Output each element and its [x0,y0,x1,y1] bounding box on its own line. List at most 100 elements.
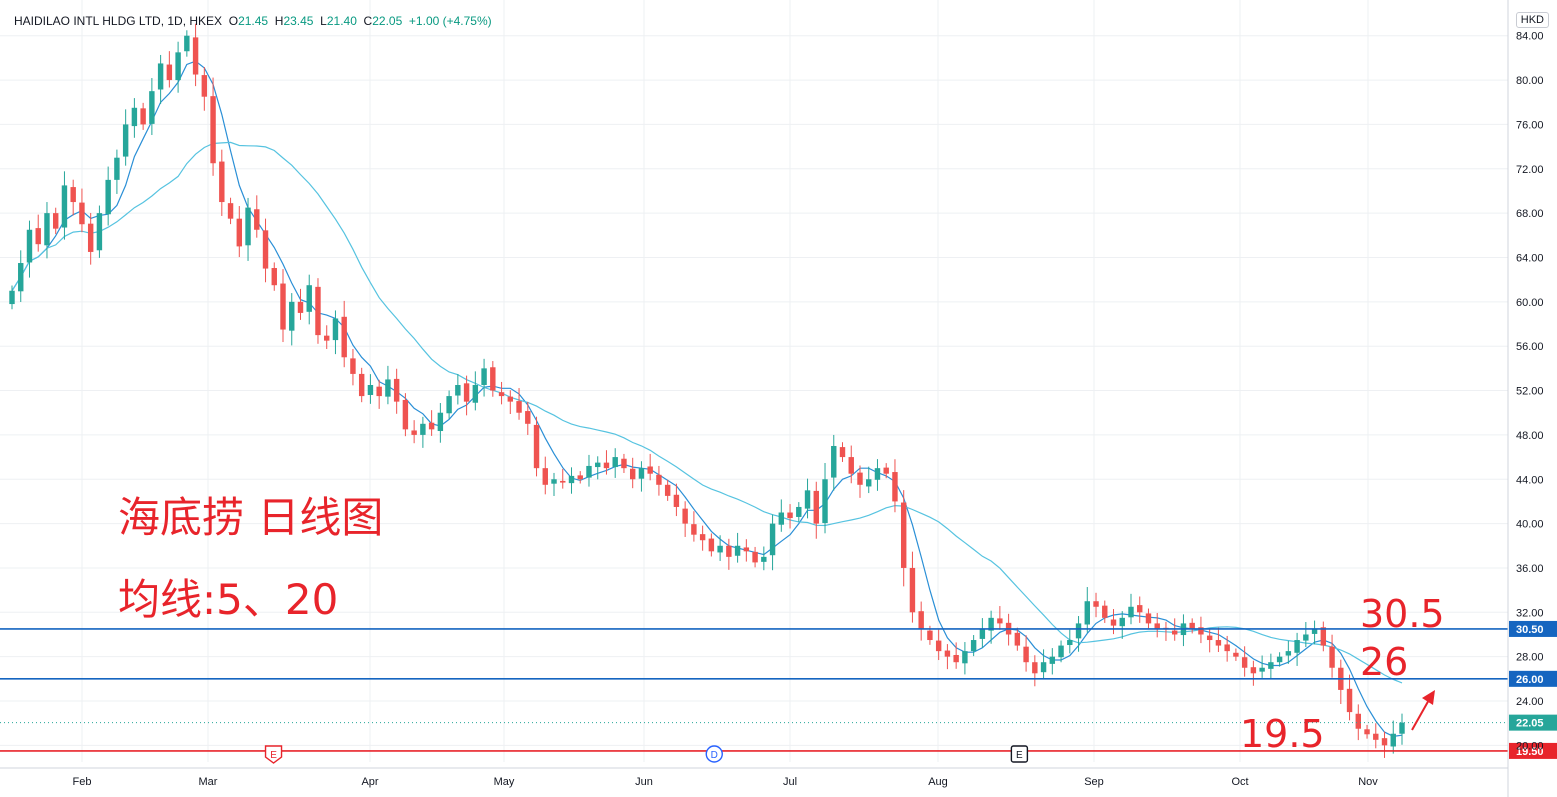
candle [1294,632,1300,666]
candle [629,457,636,489]
annotation-level-high: 30.5 [1360,592,1445,636]
candle [1311,620,1318,645]
y-tick-label: 80.00 [1516,75,1544,87]
candle-body [848,457,854,474]
candle [507,390,514,414]
candle [428,410,435,436]
candle-body [402,399,409,430]
x-tick-label: Oct [1231,776,1248,788]
candle-body [1084,601,1090,625]
candle-body [813,490,819,524]
candle [315,278,321,344]
candle-body [1154,623,1160,629]
candle [306,274,312,325]
candle [953,642,959,669]
candle [114,149,120,194]
candle [166,51,173,88]
candle [1329,634,1335,678]
candle-body [1040,662,1047,673]
y-tick-label: 56.00 [1516,341,1544,353]
candle-body [542,468,548,485]
candle [900,490,907,587]
currency-button[interactable]: HKD [1515,12,1549,28]
candle [1075,616,1082,652]
candle-body [734,545,741,556]
candle-body [699,534,706,541]
candle-body [1128,606,1134,618]
candle-body [367,385,374,395]
candle [621,453,627,473]
horizontal-levels[interactable]: 30.50 26.00 19.50 22.05 [0,620,1557,759]
y-tick-label: 76.00 [1516,119,1544,131]
candle [289,293,295,346]
candle [1224,635,1230,662]
candle-body [883,467,889,474]
candle-body [26,229,33,263]
candle-body [131,107,138,127]
candle [18,250,24,303]
candle-body [236,218,243,247]
candle [796,502,802,522]
candle-body [726,545,732,557]
candle-body [839,447,846,458]
candle-body [1233,652,1239,657]
candle [1259,655,1265,678]
candle [918,601,924,641]
candle-body [1364,729,1370,735]
candle-body [114,157,120,180]
symbol-name: HAIDILAO INTL HLDG LTD, 1D, HKEX [14,14,223,28]
candle [9,285,15,310]
candle-body [752,551,758,563]
candle-body [603,462,610,469]
candle [874,459,881,491]
candle-body [1285,651,1292,656]
candle [1373,723,1379,749]
x-tick-label: Sep [1084,776,1104,788]
candle [140,102,146,130]
candle-body [1241,657,1248,668]
candle [79,188,85,233]
y-tick-label: 72.00 [1516,164,1544,176]
y-tick-label: 52.00 [1516,386,1544,398]
candle-body [935,640,942,652]
symbol-header: HAIDILAO INTL HLDG LTD, 1D, HKEX O21.45 … [14,14,492,28]
open-value: 21.45 [238,14,269,28]
y-tick-label: 68.00 [1516,208,1544,220]
y-tick-label: 40.00 [1516,519,1544,531]
last-price-tag [1509,714,1557,731]
annotation-title: 海底捞 日线图 [118,493,384,542]
candle-body [638,468,645,479]
candle [324,325,330,350]
candle [1084,587,1090,633]
low-label: L [320,14,327,28]
candle-body [245,207,251,246]
candle [1198,616,1204,644]
candle-body [717,545,723,553]
candle [498,381,505,405]
candle [970,635,977,657]
candle [1154,612,1160,638]
candle [1145,608,1152,629]
candle-body [822,479,828,524]
candle-body [1189,622,1195,629]
candle [1110,609,1117,635]
candle [743,539,750,562]
candle-body [201,75,208,97]
chart-grid [0,0,1508,762]
candle [297,288,304,320]
candle [411,420,417,444]
candle [96,205,103,258]
candle [236,206,243,258]
candle [350,348,356,386]
candle [1285,640,1292,664]
candle-body [140,108,146,125]
candle [402,393,409,437]
candle-body [446,396,452,414]
candle [1058,640,1064,663]
candle-body [988,617,994,631]
event-marker-dividend: D [705,745,723,763]
candle [35,214,41,252]
